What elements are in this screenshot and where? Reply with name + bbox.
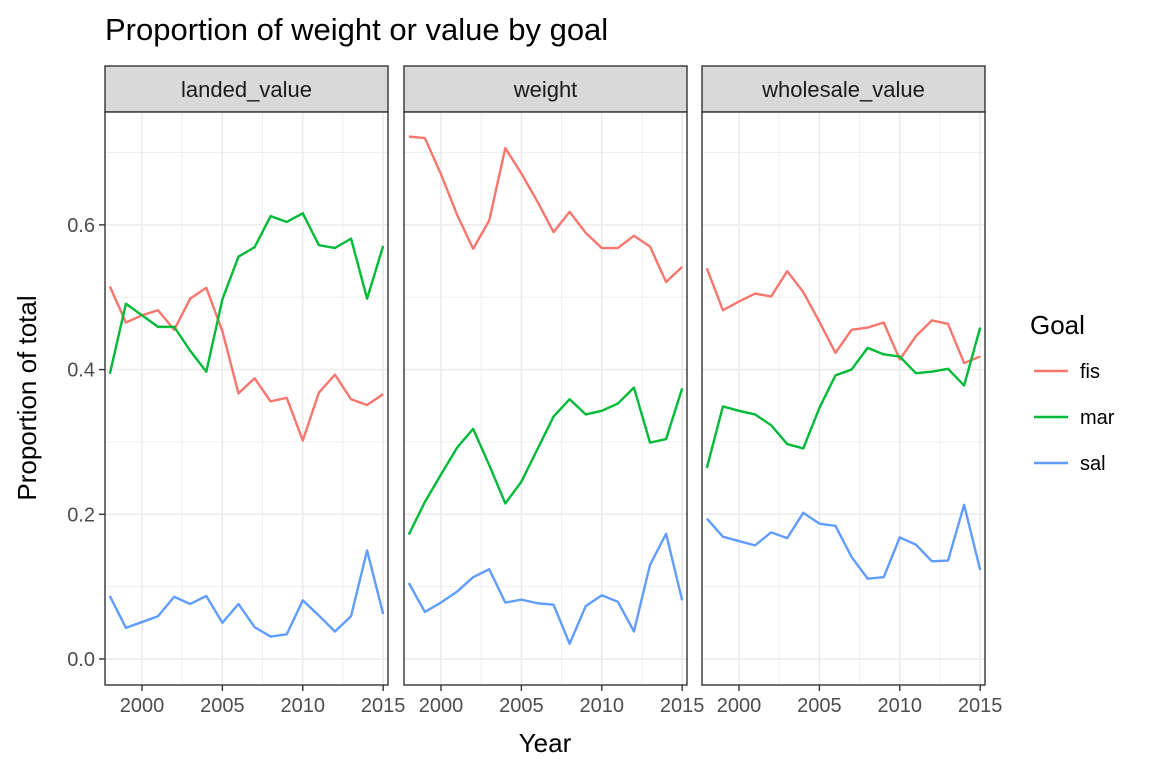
facet-strip-label: landed_value xyxy=(181,77,312,102)
y-axis: 0.0 0.2 0.4 0.6 xyxy=(67,215,105,671)
series-line-sal xyxy=(705,503,982,580)
y-tick-label: 0.6 xyxy=(67,215,95,237)
legend-label-fis: fis xyxy=(1080,361,1100,383)
x-tick-label: 2015 xyxy=(958,695,1003,717)
series-line-mar xyxy=(108,212,385,375)
facet-panels: landed_value weight wholesale_value xyxy=(104,65,986,686)
panel-wholesale-value: wholesale_value xyxy=(701,65,986,686)
series-line-fis xyxy=(408,135,684,284)
legend-label-mar: mar xyxy=(1080,407,1115,429)
facet-strip xyxy=(701,65,986,113)
y-axis-title: Proportion of total xyxy=(12,295,42,500)
x-axis: 2000 2005 2010 2015 xyxy=(717,685,1003,717)
series-line-sal xyxy=(407,532,684,645)
x-axis: 2000 2005 2010 2015 xyxy=(120,685,406,717)
legend-item-sal: sal xyxy=(1034,453,1106,475)
x-tick-label: 2010 xyxy=(580,695,625,717)
x-tick-label: 2010 xyxy=(878,695,923,717)
y-tick-label: 0.4 xyxy=(67,360,95,382)
x-axis-title: Year xyxy=(519,728,572,758)
x-tick-label: 2015 xyxy=(660,695,705,717)
panel-background xyxy=(105,112,388,685)
panel-border xyxy=(403,111,688,686)
grid xyxy=(105,112,388,685)
legend: Goal fis mar sal xyxy=(1030,310,1115,475)
series-line-fis xyxy=(108,285,384,442)
panel-landed-value: landed_value xyxy=(104,65,389,686)
legend-title: Goal xyxy=(1030,310,1085,340)
facet-strip-label: wholesale_value xyxy=(761,77,925,102)
x-tick-label: 2015 xyxy=(361,695,406,717)
x-axis: 2000 2005 2010 2015 xyxy=(419,685,705,717)
panel-border xyxy=(104,111,389,686)
x-tick-label: 2005 xyxy=(499,695,544,717)
x-tick-label: 2000 xyxy=(717,695,762,717)
chart-title: Proportion of weight or value by goal xyxy=(105,12,608,47)
y-tick-label: 0.0 xyxy=(67,649,95,671)
series-line-mar xyxy=(407,386,684,536)
series-line-sal xyxy=(108,549,385,638)
legend-item-mar: mar xyxy=(1034,407,1115,429)
x-tick-label: 2000 xyxy=(419,695,464,717)
legend-label-sal: sal xyxy=(1080,453,1106,475)
panel-weight: weight xyxy=(403,65,688,686)
series-line-mar xyxy=(705,327,982,469)
panel-background xyxy=(702,112,985,685)
x-tick-label: 2005 xyxy=(797,695,842,717)
y-tick-label: 0.2 xyxy=(67,504,95,526)
facet-strip xyxy=(104,65,389,113)
x-tick-label: 2005 xyxy=(200,695,245,717)
series-line-fis xyxy=(705,267,981,365)
panel-border xyxy=(701,111,986,686)
x-axes: 2000 2005 2010 2015 2000 2005 2010 2015 2000 2005… xyxy=(120,685,1003,717)
panel-background xyxy=(404,112,687,685)
legend-item-fis: fis xyxy=(1034,361,1100,383)
x-tick-label: 2000 xyxy=(120,695,165,717)
grid xyxy=(702,112,985,685)
facet-strip-label: weight xyxy=(513,77,578,102)
x-tick-label: 2010 xyxy=(281,695,326,717)
grid xyxy=(404,112,687,685)
facet-strip xyxy=(403,65,688,113)
